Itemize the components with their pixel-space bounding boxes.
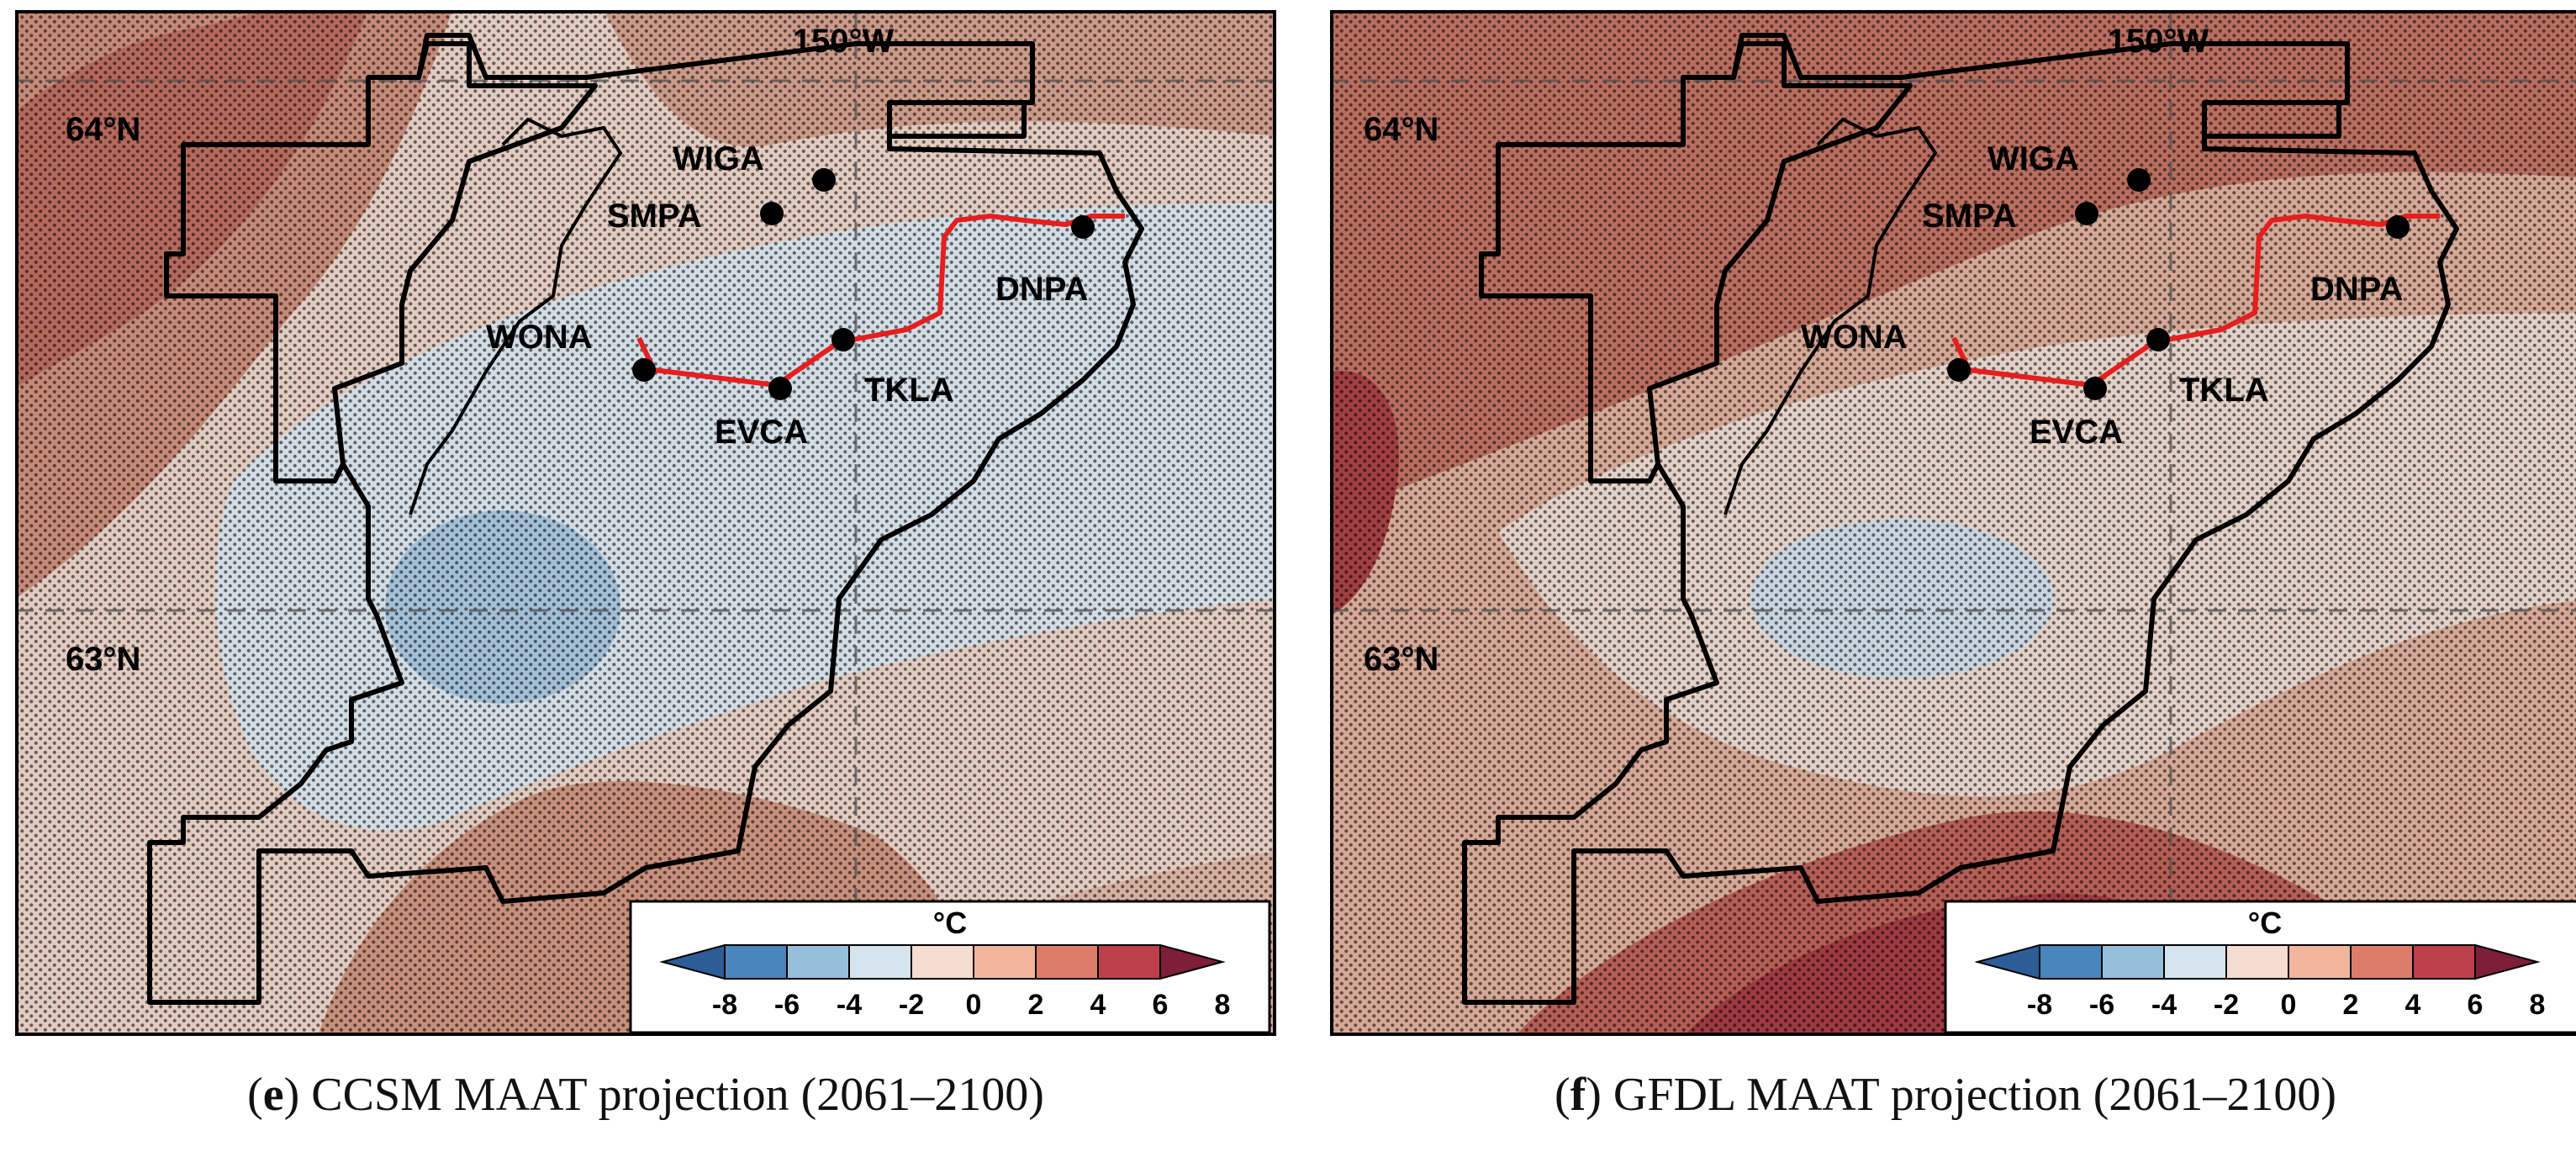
latitude-label-63n: 63°N: [1364, 641, 1438, 678]
colorbar-cell: [786, 944, 850, 980]
map-panel-f: 150°W 64°N 63°N WIGA SMPA WONA EVCA TKLA…: [1330, 10, 2576, 1036]
station-wiga-marker: [2127, 168, 2151, 192]
station-label-dnpa: DNPA: [2310, 271, 2403, 308]
colorbar-cell: [2039, 944, 2103, 980]
colorbar-tick-label: 0: [2281, 989, 2297, 1021]
caption-text-e: CCSM MAAT projection (2061–2100): [311, 1069, 1044, 1121]
station-dnpa-marker: [2386, 215, 2410, 239]
colorbar-cell: [2350, 944, 2414, 980]
caption-e: (e) CCSM MAAT projection (2061–2100): [247, 1069, 1044, 1121]
colorbar-tick-label: 2: [2343, 989, 2359, 1021]
station-label-smpa: SMPA: [607, 198, 702, 235]
colorbar-tick-label: 0: [966, 989, 982, 1021]
significance-stipple: [1330, 10, 2576, 1036]
colorbar-cell: [848, 944, 912, 980]
caption-letter-e: e: [262, 1069, 284, 1121]
latitude-label-64n: 64°N: [66, 111, 140, 148]
colorbar-unit: °C: [2248, 906, 2282, 940]
map-f: 150°W 64°N 63°N WIGA SMPA WONA EVCA TKLA…: [1330, 10, 2576, 1036]
significance-stipple: [15, 10, 1276, 1036]
colorbar-cell: [1035, 944, 1099, 980]
station-smpa-marker: [2075, 202, 2098, 225]
colorbar-cell: [2288, 944, 2352, 980]
station-tkla-marker: [2146, 328, 2170, 351]
colorbar-cell: [2412, 944, 2476, 980]
colorbar-cell: [724, 944, 788, 980]
colorbar-tick-label: -2: [2214, 989, 2239, 1021]
station-label-wiga: WIGA: [673, 140, 764, 177]
station-label-dnpa: DNPA: [995, 271, 1088, 308]
station-dnpa-marker: [1071, 215, 1095, 239]
colorbar-tick-label: -4: [837, 989, 862, 1021]
colorbar-tick-label: 4: [1090, 989, 1106, 1021]
station-smpa-marker: [760, 202, 784, 225]
colorbar-tick-label: 8: [1215, 989, 1231, 1021]
inner-boundary: [409, 117, 623, 515]
colorbar-tick-label: -6: [2089, 989, 2114, 1021]
station-evca-marker: [2083, 377, 2107, 400]
station-evca-marker: [768, 377, 792, 400]
colorbar-extend-high: [1159, 943, 1226, 980]
longitude-label: 150°W: [793, 23, 895, 60]
colorbar-tick-label: 2: [1028, 989, 1044, 1021]
station-wona-marker: [1947, 358, 1971, 382]
map-frame: [1330, 10, 2576, 1036]
map-e: 150°W 64°N 63°N WIGA SMPA WONA EVCA TKLA…: [15, 10, 1276, 1036]
colorbar-tick-label: 6: [1153, 989, 1169, 1021]
station-label-wiga: WIGA: [1987, 140, 2079, 177]
station-tkla-marker: [831, 328, 855, 351]
colorbar-tick-label: -8: [712, 989, 737, 1021]
station-label-smpa: SMPA: [1922, 198, 2017, 235]
colorbar-tick-label: -4: [2151, 989, 2177, 1021]
map-panel-e: 150°W 64°N 63°N WIGA SMPA WONA EVCA TKLA…: [15, 10, 1276, 1036]
caption-letter-f: f: [1570, 1069, 1586, 1121]
caption-text-f: GFDL MAAT projection (2061–2100): [1613, 1069, 2337, 1121]
colorbar-tick-label: 8: [2530, 989, 2546, 1021]
station-label-evca: EVCA: [715, 414, 808, 451]
colorbar-cell: [1097, 944, 1161, 980]
latitude-label-64n: 64°N: [1364, 111, 1438, 148]
colorbar-cell: [2163, 944, 2227, 980]
colorbar-cell: [2225, 944, 2289, 980]
station-label-tkla: TKLA: [864, 372, 954, 409]
colorbar-tick-label: -8: [2027, 989, 2052, 1021]
map-frame: [15, 10, 1276, 1036]
latitude-label-63n: 63°N: [66, 641, 140, 678]
colorbar-tick-label: 4: [2405, 989, 2421, 1021]
colorbar-unit: °C: [933, 906, 967, 940]
station-label-wona: WONA: [1801, 319, 1908, 356]
station-wiga-marker: [812, 168, 836, 192]
station-wona-marker: [632, 358, 656, 382]
park-boundary-main: [1462, 33, 2459, 1005]
colorbar-extend-high: [2474, 943, 2541, 980]
colorbar-cell: [911, 944, 974, 980]
caption-f: (f) GFDL MAAT projection (2061–2100): [1554, 1069, 2337, 1121]
longitude-label: 150°W: [2108, 23, 2209, 60]
station-label-tkla: TKLA: [2179, 372, 2269, 409]
park-boundary-main: [147, 33, 1144, 1005]
station-label-evca: EVCA: [2030, 414, 2123, 451]
station-label-wona: WONA: [486, 319, 593, 356]
inner-boundary: [1723, 117, 1938, 515]
colorbar: °C -8 -6 -4 -2 0 2 4 6 8: [629, 900, 1271, 1034]
colorbar-tick-label: 6: [2468, 989, 2484, 1021]
colorbar: °C -8 -6 -4 -2 0 2 4 6 8: [1944, 900, 2576, 1034]
colorbar-tick-label: -2: [899, 989, 924, 1021]
colorbar-cell: [2101, 944, 2165, 980]
colorbar-tick-label: -6: [774, 989, 800, 1021]
colorbar-cell: [973, 944, 1037, 980]
